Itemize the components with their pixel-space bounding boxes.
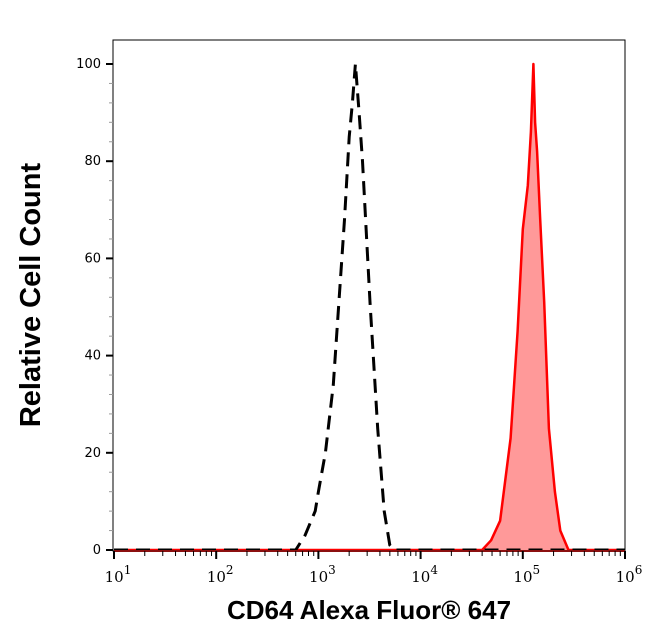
x-tick-label: 106 (616, 563, 643, 586)
y-axis-label: Relative Cell Count (15, 163, 47, 428)
y-tick-label: 20 (84, 446, 101, 461)
x-tick-label: 105 (513, 563, 540, 586)
x-tick-label: 102 (207, 563, 234, 586)
series-fill-solid (114, 64, 625, 550)
x-tick-label: 104 (411, 563, 438, 586)
y-tick-label: 80 (84, 154, 101, 169)
series-line-solid (114, 62, 625, 552)
y-tick-label: 0 (93, 543, 101, 558)
x-axis-label: CD64 Alexa Fluor® 647 (227, 595, 511, 625)
y-tick-label: 60 (84, 251, 101, 266)
series-line-dashed (114, 62, 625, 552)
y-tick-label: 40 (84, 349, 101, 364)
y-tick-label: 100 (76, 57, 101, 72)
x-tick-label: 101 (105, 563, 132, 586)
x-tick-label: 103 (309, 563, 336, 586)
